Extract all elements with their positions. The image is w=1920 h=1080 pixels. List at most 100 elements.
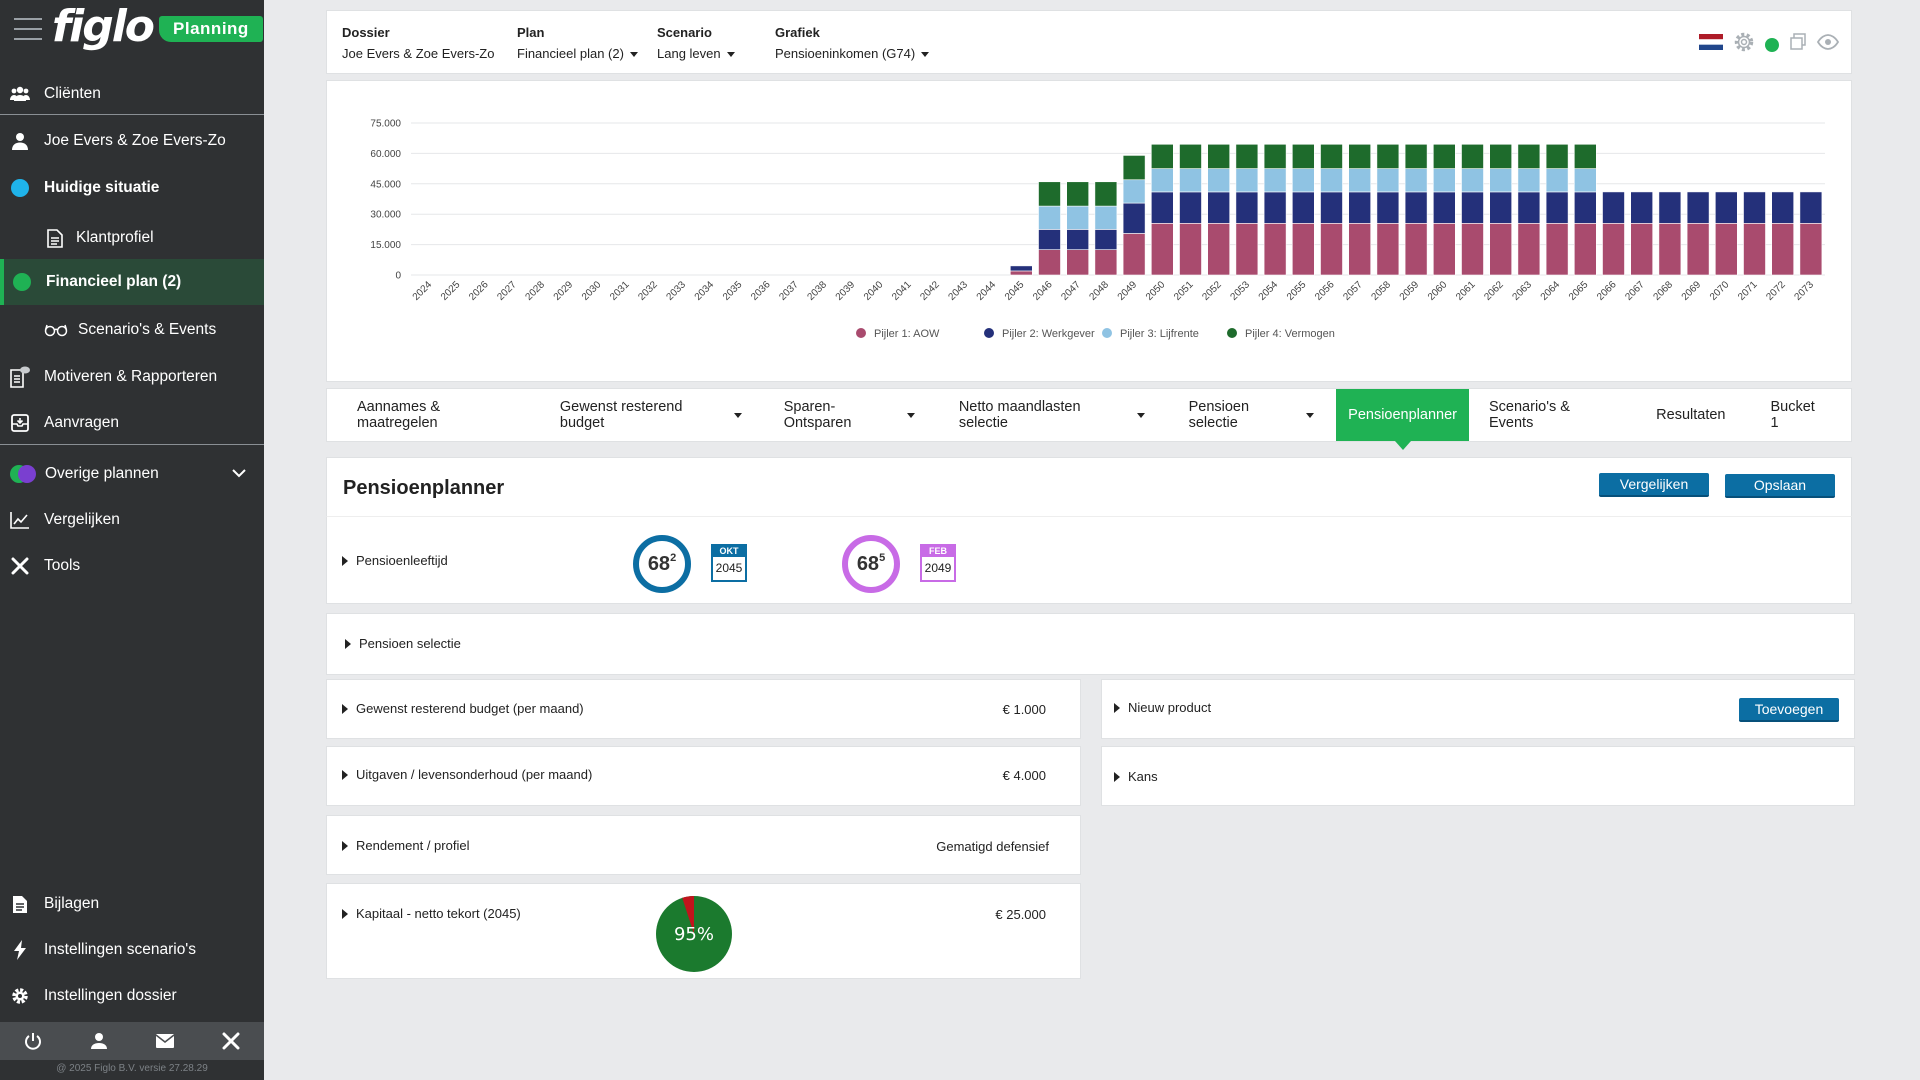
dutch-flag-icon[interactable]: [1699, 34, 1723, 55]
tab-pensioen-selectie[interactable]: Pensioen selectie: [1167, 389, 1337, 441]
bar-segment[interactable]: [1799, 191, 1823, 224]
bar-segment[interactable]: [1489, 168, 1512, 193]
bar-segment[interactable]: [1433, 191, 1456, 224]
bar-segment[interactable]: [1743, 191, 1766, 224]
kapitaal-toggle[interactable]: Kapitaal - netto tekort (2045): [342, 906, 521, 921]
bar-segment[interactable]: [1038, 249, 1061, 276]
bar-segment[interactable]: [1038, 205, 1061, 230]
bar-segment[interactable]: [1771, 191, 1794, 224]
person2-retirement-age[interactable]: 68 5: [842, 535, 900, 593]
bar-segment[interactable]: [1461, 223, 1484, 276]
tab-aannames-maatregelen[interactable]: Aannames & maatregelen: [342, 389, 540, 441]
bar-segment[interactable]: [1207, 223, 1230, 276]
bar-segment[interactable]: [1574, 191, 1597, 224]
sidebar-item-overige-plannen[interactable]: Overige plannen: [0, 458, 264, 490]
bar-segment[interactable]: [1292, 143, 1315, 169]
legend-label[interactable]: Pijler 1: AOW: [874, 328, 940, 340]
bar-segment[interactable]: [1320, 168, 1343, 193]
sidebar-item-dossier[interactable]: Joe Evers & Zoe Evers-Zo: [0, 125, 264, 157]
save-button[interactable]: Opslaan: [1725, 474, 1835, 498]
bar-segment[interactable]: [1207, 143, 1230, 169]
person1-retirement-date[interactable]: OKT 2045: [711, 544, 747, 582]
bar-segment[interactable]: [1292, 223, 1315, 276]
bar-segment[interactable]: [1799, 223, 1823, 276]
bar-segment[interactable]: [1771, 223, 1794, 276]
bar-segment[interactable]: [1292, 168, 1315, 193]
sidebar-item-klantprofiel[interactable]: Klantprofiel: [0, 222, 264, 254]
sidebar-item-vergelijken[interactable]: Vergelijken: [0, 504, 264, 536]
bar-segment[interactable]: [1574, 223, 1597, 276]
sidebar-item-scenarios-events[interactable]: Scenario's & Events: [0, 314, 264, 346]
bar-segment[interactable]: [1235, 223, 1259, 276]
bar-segment[interactable]: [1263, 191, 1287, 224]
bar-segment[interactable]: [1038, 181, 1061, 207]
bar-segment[interactable]: [1489, 143, 1512, 169]
tab-bucket-1[interactable]: Bucket 1: [1746, 389, 1851, 441]
tab-resultaten[interactable]: Resultaten: [1636, 389, 1745, 441]
uitgaven-toggle[interactable]: Uitgaven / levensonderhoud (per maand): [342, 767, 592, 782]
bar-segment[interactable]: [1658, 191, 1682, 224]
compare-button[interactable]: Vergelijken: [1599, 473, 1709, 497]
bar-segment[interactable]: [1545, 223, 1569, 276]
uitgaven-value[interactable]: € 4.000: [1002, 768, 1046, 783]
bar-segment[interactable]: [1122, 179, 1146, 204]
tab-pensioenplanner[interactable]: Pensioenplanner: [1336, 389, 1469, 450]
bar-segment[interactable]: [1094, 229, 1118, 250]
bar-segment[interactable]: [1235, 168, 1259, 193]
bar-segment[interactable]: [1179, 168, 1202, 193]
bar-segment[interactable]: [1348, 143, 1371, 169]
bar-segment[interactable]: [1658, 223, 1682, 276]
plan-selector[interactable]: Plan Financieel plan (2): [517, 25, 638, 61]
bar-segment[interactable]: [1151, 143, 1174, 169]
bar-segment[interactable]: [1179, 143, 1202, 169]
bar-segment[interactable]: [1235, 191, 1259, 224]
bar-segment[interactable]: [1348, 191, 1371, 224]
bar-segment[interactable]: [1630, 223, 1653, 276]
bar-segment[interactable]: [1179, 223, 1202, 276]
bar-segment[interactable]: [1122, 202, 1146, 234]
dossier-selector[interactable]: Dossier Joe Evers & Zoe Evers-Zo: [342, 25, 494, 61]
bar-segment[interactable]: [1545, 168, 1569, 193]
bar-segment[interactable]: [1010, 265, 1033, 272]
bar-segment[interactable]: [1376, 223, 1400, 276]
bar-segment[interactable]: [1122, 155, 1146, 181]
grafiek-selector[interactable]: Grafiek Pensioeninkomen (G74): [775, 25, 930, 61]
budget-toggle[interactable]: Gewenst resterend budget (per maand): [342, 701, 584, 716]
power-icon[interactable]: [22, 1030, 44, 1052]
kapitaal-value[interactable]: € 25.000: [995, 907, 1046, 922]
bar-segment[interactable]: [1066, 181, 1089, 207]
mail-icon[interactable]: [154, 1030, 176, 1052]
user-icon[interactable]: [88, 1030, 110, 1052]
rendement-toggle[interactable]: Rendement / profiel: [342, 838, 469, 853]
bar-segment[interactable]: [1404, 191, 1428, 224]
bar-segment[interactable]: [1122, 233, 1146, 276]
bar-segment[interactable]: [1686, 191, 1710, 224]
bar-segment[interactable]: [1010, 270, 1033, 276]
sidebar-item-instellingen-dossier[interactable]: Instellingen dossier: [0, 980, 264, 1012]
bar-segment[interactable]: [1348, 223, 1371, 276]
bar-segment[interactable]: [1404, 168, 1428, 193]
bar-segment[interactable]: [1348, 168, 1371, 193]
sidebar-item-bijlagen[interactable]: Bijlagen: [0, 888, 264, 920]
bar-segment[interactable]: [1094, 181, 1118, 207]
tools-icon[interactable]: [220, 1030, 242, 1052]
sidebar-item-motiveren[interactable]: Motiveren & Rapporteren: [0, 361, 264, 393]
bar-segment[interactable]: [1066, 249, 1089, 276]
add-product-button[interactable]: Toevoegen: [1739, 698, 1839, 722]
bar-segment[interactable]: [1461, 143, 1484, 169]
bar-segment[interactable]: [1038, 229, 1061, 250]
pensioen-selectie-toggle[interactable]: Pensioen selectie: [345, 636, 461, 651]
bar-segment[interactable]: [1630, 191, 1653, 224]
bar-segment[interactable]: [1743, 223, 1766, 276]
bar-segment[interactable]: [1715, 223, 1738, 276]
sidebar-item-huidige-situatie[interactable]: Huidige situatie: [0, 172, 264, 204]
bar-segment[interactable]: [1207, 168, 1230, 193]
kans-toggle[interactable]: Kans: [1114, 769, 1158, 784]
person1-retirement-age[interactable]: 68 2: [633, 535, 691, 593]
legend-label[interactable]: Pijler 4: Vermogen: [1245, 328, 1335, 340]
bar-segment[interactable]: [1094, 205, 1118, 230]
bar-segment[interactable]: [1376, 168, 1400, 193]
bar-segment[interactable]: [1686, 223, 1710, 276]
eye-icon[interactable]: [1816, 34, 1840, 55]
budget-value[interactable]: € 1.000: [1002, 702, 1046, 717]
